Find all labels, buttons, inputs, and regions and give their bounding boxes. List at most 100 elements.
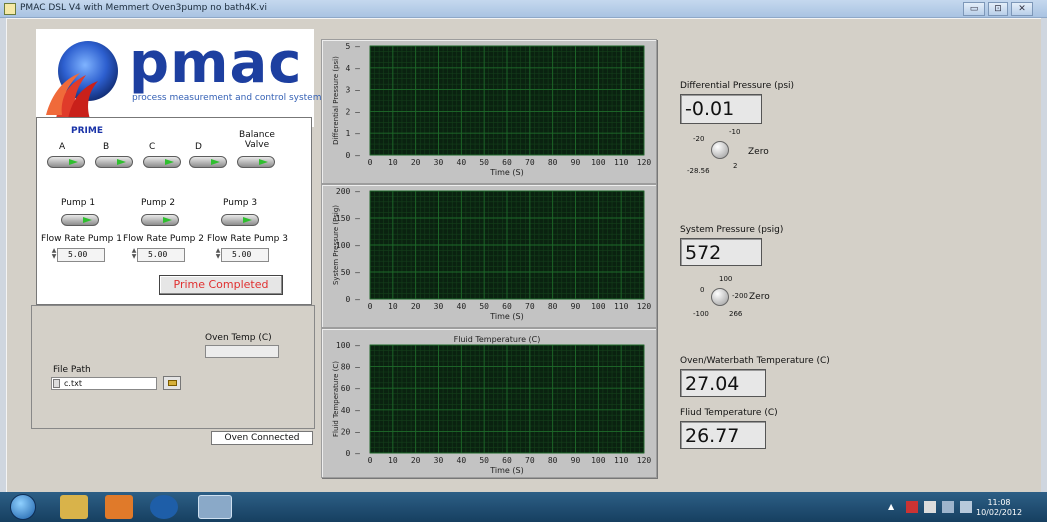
differential-pressure-label: Differential Pressure (psi) [680,81,795,91]
media-player-taskbar-icon[interactable] [105,495,133,519]
x-tick-label: 110 [614,158,629,167]
prime-heading: PRIME [71,126,103,136]
pump-3-toggle[interactable] [221,214,259,226]
logo-wordmark: pmac [129,31,303,96]
diff-zero-label: Zero [748,147,769,157]
flow-rate-3-increment-icon[interactable]: ▲ ▼ [215,247,221,260]
tray-device-icon[interactable] [924,501,936,513]
valve-b-label: B [103,142,110,152]
system-zero-knob[interactable] [711,288,729,306]
system-pressure-label: System Pressure (psig) [680,225,784,235]
taskbar: ▲ 11:08 10/02/2012 [0,492,1047,522]
tray-alert-icon[interactable] [906,501,918,513]
x-tick-label: 50 [479,158,489,167]
x-tick-label: 100 [591,158,606,167]
y-tick-label: 0 – [346,449,361,458]
y-tick-label: 3 – [346,86,361,95]
pump-2-label: Pump 2 [141,198,176,208]
x-tick-label: 0 [368,158,373,167]
diff-knob-tick-min: -28.56 [687,167,710,175]
x-tick-label: 10 [388,158,398,167]
x-axis-label: Time (S) [489,466,523,475]
flow-rate-pump-2-input[interactable]: 5.00 [137,248,185,262]
y-tick-label: 4 – [346,64,361,73]
valve-d-toggle[interactable] [189,156,227,168]
differential-pressure-display: -0.01 [680,94,762,124]
balance-valve-toggle[interactable] [237,156,275,168]
tray-arrow-icon[interactable]: ▲ [888,502,895,511]
labview-taskbar-icon[interactable] [198,495,232,519]
x-tick-label: 80 [548,302,558,311]
file-group [31,305,315,429]
browse-folder-icon[interactable] [163,376,181,390]
x-tick-label: 40 [457,302,467,311]
flow-rate-pump-2-label: Flow Rate Pump 2 [123,234,204,244]
oven-connected-indicator: Oven Connected [211,431,313,445]
y-tick-label: 60 – [341,384,360,393]
y-tick-label: 50 – [341,268,360,277]
pump-3-label: Pump 3 [223,198,258,208]
y-tick-label: 0 – [346,151,361,160]
flow-rate-pump-1-label: Flow Rate Pump 1 [41,234,122,244]
differential-pressure-chart: 0 10 20 30 40 50 60 70 80 90 100 110 120 0 – 1 – 2 – 3 –… [321,39,657,184]
x-tick-label: 10 [388,456,398,465]
explorer-taskbar-icon[interactable] [60,495,88,519]
taskbar-clock[interactable]: 11:08 10/02/2012 [976,498,1022,518]
pump-2-toggle[interactable] [141,214,179,226]
file-path-input[interactable]: c.txt [51,377,157,390]
oven-waterbath-temp-label: Oven/Waterbath Temperature (C) [680,356,830,366]
x-tick-label: 100 [591,456,606,465]
valve-a-toggle[interactable] [47,156,85,168]
flow-rate-pump-3-input[interactable]: 5.00 [221,248,269,262]
diff-zero-knob[interactable] [711,141,729,159]
hp-taskbar-icon[interactable] [150,495,178,519]
file-path-label: File Path [53,365,91,375]
y-axis-label: Differential Pressure (psi) [332,56,340,145]
clock-time: 11:08 [987,498,1011,507]
x-axis-label: Time (S) [489,168,523,177]
x-tick-label: 90 [571,158,581,167]
valve-b-toggle[interactable] [95,156,133,168]
x-tick-label: 50 [479,302,489,311]
x-tick-label: 0 [368,456,373,465]
close-button[interactable]: ✕ [1011,2,1033,16]
valve-c-toggle[interactable] [143,156,181,168]
labview-vi-icon [4,3,16,15]
minimize-button[interactable]: ▭ [963,2,985,16]
path-type-icon [53,379,60,388]
y-tick-label: 0 – [346,295,361,304]
flow-rate-2-increment-icon[interactable]: ▲ ▼ [131,247,137,260]
x-tick-label: 0 [368,302,373,311]
x-tick-label: 30 [434,158,444,167]
x-tick-label: 30 [434,456,444,465]
x-tick-label: 110 [614,302,629,311]
restore-button[interactable]: ⊡ [988,2,1008,16]
diff-knob-tick-neg10: -10 [729,128,741,136]
fluid-temp-display: 26.77 [680,421,766,449]
logo-tagline: process measurement and control systems [132,93,327,103]
y-axis-label: Fluid Temperature (C) [332,361,340,437]
balance-valve-label: Balance Valve [239,130,275,150]
start-button-icon[interactable] [10,494,36,520]
oven-temp-indicator [205,345,279,358]
system-pressure-display: 572 [680,238,762,266]
y-tick-label: 150 – [336,214,360,223]
y-tick-label: 1 – [346,129,361,138]
x-tick-label: 70 [525,456,535,465]
fluid-temp-label: Fliud Temperature (C) [680,408,778,418]
x-tick-label: 60 [502,456,512,465]
pump-1-toggle[interactable] [61,214,99,226]
diff-knob-tick-max: 2 [733,162,738,170]
prime-completed-button[interactable]: Prime Completed [159,275,283,295]
front-panel: pmac process measurement and control sys… [6,18,1041,492]
y-tick-label: 20 – [341,427,360,436]
x-tick-label: 10 [388,302,398,311]
tray-volume-icon[interactable] [960,501,972,513]
y-tick-label: 100 – [336,341,360,350]
flow-rate-pump-1-input[interactable]: 5.00 [57,248,105,262]
x-tick-label: 40 [457,158,467,167]
system-knob-tick-100: 100 [719,275,733,283]
valve-a-label: A [59,142,66,152]
tray-network-icon[interactable] [942,501,954,513]
flow-rate-1-increment-icon[interactable]: ▲ ▼ [51,247,57,260]
